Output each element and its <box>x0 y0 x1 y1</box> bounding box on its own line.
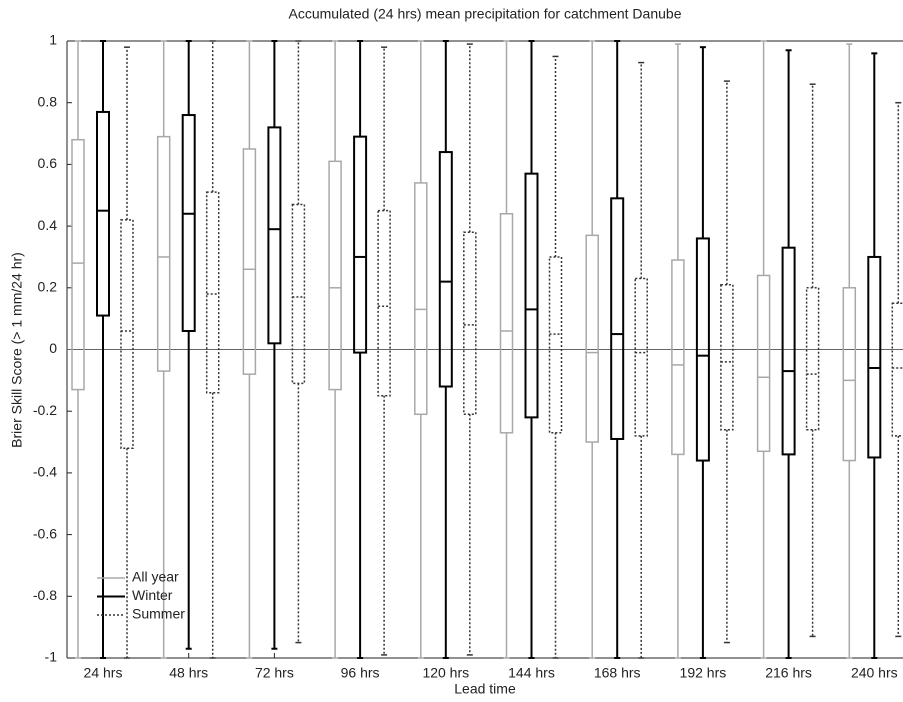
box <box>867 255 882 459</box>
box <box>438 151 453 388</box>
x-tick-label: 72 hrs <box>255 665 294 681</box>
box <box>156 135 171 372</box>
chart-title: Accumulated (24 hrs) mean precipitation … <box>289 6 682 22</box>
box <box>585 234 599 443</box>
box <box>463 231 477 416</box>
box <box>71 138 85 391</box>
box <box>353 135 368 354</box>
y-tick-label: 0.6 <box>38 155 58 171</box>
x-tick-label: 240 hrs <box>851 665 898 681</box>
box <box>242 148 257 375</box>
box <box>267 126 282 345</box>
y-tick-label: 0 <box>49 340 57 356</box>
y-tick-label: -0.8 <box>33 587 57 603</box>
x-axis-label: Lead time <box>454 681 516 697</box>
box <box>548 256 563 434</box>
box <box>205 191 220 394</box>
x-tick-label: 144 hrs <box>508 665 555 681</box>
box <box>120 219 134 449</box>
box <box>524 172 539 419</box>
legend-label: Summer <box>132 606 185 622</box>
box <box>671 259 685 456</box>
y-tick-label: -1 <box>45 649 58 665</box>
y-tick-label: -0.6 <box>33 525 57 541</box>
box <box>891 302 903 437</box>
x-tick-label: 48 hrs <box>169 665 208 681</box>
legend-label: Winter <box>132 587 173 603</box>
box <box>328 160 342 391</box>
x-tick-label: 168 hrs <box>594 665 641 681</box>
box <box>610 197 625 440</box>
legend-label: All year <box>132 569 179 585</box>
box <box>377 209 391 397</box>
y-tick-label: -0.2 <box>33 402 57 418</box>
x-tick-label: 24 hrs <box>84 665 123 681</box>
box <box>720 283 734 431</box>
x-tick-label: 216 hrs <box>765 665 812 681</box>
y-tick-label: 0.2 <box>38 279 58 295</box>
y-tick-label: 1 <box>49 32 57 48</box>
x-tick-label: 192 hrs <box>680 665 727 681</box>
box <box>181 114 196 332</box>
box <box>756 274 771 453</box>
y-tick-label: -0.4 <box>33 464 57 480</box>
box <box>695 237 710 462</box>
box <box>634 277 648 437</box>
y-tick-label: 0.8 <box>38 93 58 109</box>
box <box>805 287 820 431</box>
box <box>842 287 857 462</box>
box <box>781 246 796 456</box>
box <box>499 213 514 434</box>
x-tick-label: 96 hrs <box>341 665 380 681</box>
box <box>96 110 110 317</box>
x-tick-label: 120 hrs <box>422 665 469 681</box>
y-axis-label: Brier Skill Score (> 1 mm/24 hr) <box>9 252 25 448</box>
box <box>291 203 306 385</box>
box <box>414 182 428 416</box>
y-tick-label: 0.4 <box>38 217 58 233</box>
